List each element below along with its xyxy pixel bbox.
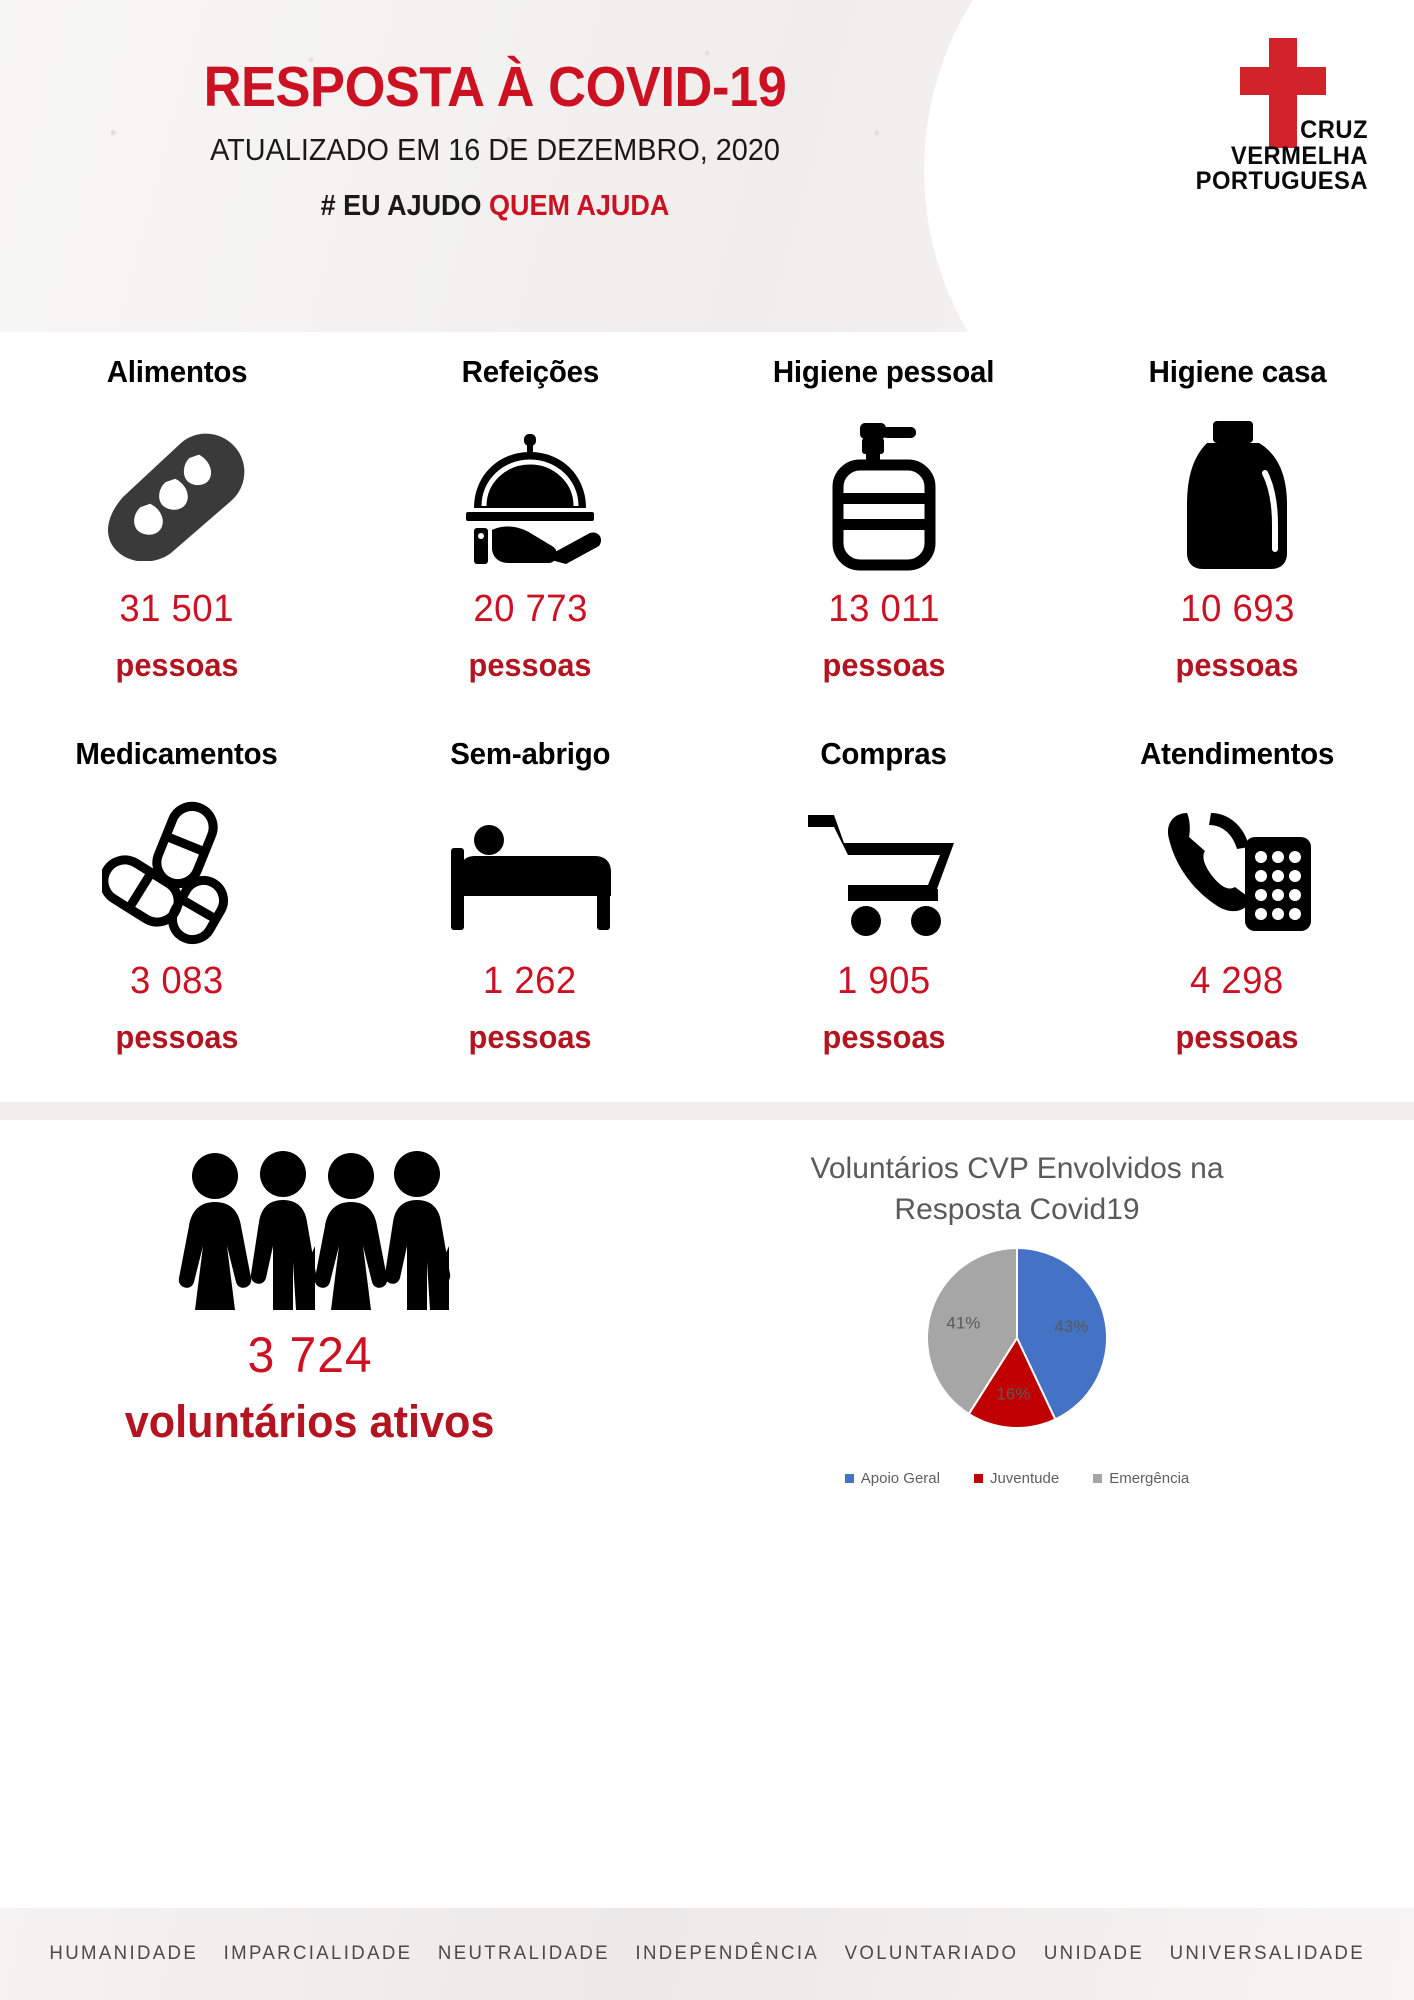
chart-title: Voluntários CVP Envolvidos na Resposta C… [737, 1148, 1297, 1231]
hashtag-accent: QUEM AJUDA [489, 189, 670, 222]
stat-value: 1 262 [483, 960, 578, 1002]
legend-swatch [844, 1473, 854, 1483]
footer-principle: INDEPENDÊNCIA [635, 1943, 819, 1964]
stat-unit: pessoas [468, 647, 592, 683]
page-title: RESPOSTA À COVID-19 [203, 55, 787, 119]
pie-chart: 43% 16% 41% [882, 1245, 1152, 1460]
stat-value: 10 693 [1180, 588, 1295, 630]
footer-principle: NEUTRALIDADE [437, 1943, 610, 1964]
stat-card-higiene-casa: Higiene casa 10 693 pessoas [1061, 354, 1414, 684]
footer: HUMANIDADE IMPARCIALIDADE NEUTRALIDADE INDE… [0, 1908, 1414, 2000]
statistics-section: Alimentos 31 501 pessoas [0, 332, 1414, 1066]
pie-slice [926, 1246, 1018, 1416]
stat-value: 13 011 [827, 588, 940, 630]
stat-label: Medicamentos [75, 736, 278, 771]
stat-unit: pessoas [468, 1019, 592, 1055]
stat-unit: pessoas [115, 1019, 239, 1055]
stat-card-higiene-pessoal: Higiene pessoal 13 011 [707, 354, 1061, 684]
footer-principle: HUMANIDADE [49, 1943, 198, 1964]
stat-label: Refeições [461, 354, 600, 389]
footer-principles: HUMANIDADE IMPARCIALIDADE NEUTRALIDADE INDE… [49, 1943, 1365, 1965]
update-date: ATUALIZADO EM 16 DE DEZEMBRO, 2020 [210, 131, 780, 167]
bed-icon [445, 792, 615, 952]
stat-card-alimentos: Alimentos 31 501 pessoas [0, 354, 354, 684]
stat-card-compras: Compras 1 905 pessoas [707, 736, 1061, 1056]
stat-label: Higiene casa [1148, 354, 1327, 389]
stat-unit: pessoas [1175, 647, 1299, 683]
stat-row-2: Medicamentos 3 083 pessoas [0, 736, 1414, 1056]
stat-unit: pessoas [115, 647, 239, 683]
logo-line-1: CRUZ [1300, 116, 1368, 144]
volunteers-value: 3 724 [247, 1327, 373, 1383]
legend-item-emergencia: Emergência [1093, 1470, 1189, 1487]
volunteers-summary: 3 724 voluntários ativos [0, 1120, 620, 1492]
legend-label: Apoio Geral [860, 1469, 940, 1487]
logo-wordmark: CRUZ VERMELHA PORTUGUESA [1140, 116, 1368, 195]
logo-line-2: VERMELHA [1230, 141, 1368, 170]
volunteers-chart: Voluntários CVP Envolvidos na Resposta C… [620, 1120, 1414, 1492]
stat-label: Atendimentos [1140, 736, 1335, 771]
pie-slice-label: 43% [1054, 1317, 1088, 1336]
stat-unit: pessoas [1175, 1019, 1299, 1055]
header: RESPOSTA À COVID-19 ATUALIZADO EM 16 DE … [0, 0, 1414, 332]
stat-label: Alimentos [106, 354, 248, 389]
cruz-vermelha-logo: CRUZ VERMELHA PORTUGUESA [1128, 38, 1368, 208]
legend-item-juventude: Juventude [973, 1469, 1060, 1487]
stat-value: 4 298 [1190, 960, 1285, 1002]
volunteers-section: 3 724 voluntários ativos Voluntários CVP… [0, 1102, 1414, 1492]
volunteers-label: voluntários ativos [125, 1396, 495, 1447]
red-cross-icon [1240, 38, 1326, 148]
footer-texture [0, 1908, 1414, 2000]
soap-dispenser-icon [824, 412, 944, 580]
stat-unit: pessoas [822, 647, 946, 683]
header-text-block: RESPOSTA À COVID-19 ATUALIZADO EM 16 DE … [0, 55, 990, 223]
footer-principle: UNIDADE [1043, 1943, 1144, 1964]
stat-row-1: Alimentos 31 501 pessoas [0, 354, 1414, 684]
pie-slice-label: 16% [996, 1384, 1030, 1403]
meal-tray-icon [448, 412, 613, 580]
legend-label: Emergência [1109, 1469, 1190, 1487]
stat-value: 1 905 [836, 960, 931, 1002]
stat-value: 20 773 [473, 588, 588, 630]
stat-value: 3 083 [129, 960, 224, 1002]
chart-legend: Apoio Geral Juventude Emergência [844, 1469, 1189, 1487]
detergent-bottle-icon [1177, 412, 1297, 580]
stat-label: Compras [820, 736, 948, 771]
chart-title-line-1: Voluntários CVP Envolvidos na [810, 1152, 1224, 1185]
hashtag-prefix: # EU AJUDO [320, 189, 482, 222]
telephone-icon [1157, 792, 1317, 952]
legend-item-apoio-geral: Apoio Geral [844, 1469, 940, 1487]
stat-unit: pessoas [822, 1019, 946, 1055]
pie-slice [967, 1335, 1057, 1429]
footer-principle: IMPARCIALIDADE [223, 1943, 413, 1964]
stat-card-sem-abrigo: Sem-abrigo 1 262 pessoas [354, 736, 708, 1056]
legend-swatch [973, 1473, 983, 1483]
group-of-people-icon [165, 1150, 455, 1320]
pills-icon [101, 792, 252, 952]
footer-principle: VOLUNTARIADO [844, 1943, 1019, 1964]
stat-label: Higiene pessoal [773, 354, 995, 389]
bread-icon [97, 412, 257, 580]
logo-line-3: PORTUGUESA [1195, 167, 1368, 195]
legend-swatch [1093, 1473, 1103, 1483]
stat-card-medicamentos: Medicamentos 3 083 pessoas [0, 736, 354, 1056]
chart-title-line-2: Resposta Covid19 [894, 1193, 1140, 1227]
campaign-hashtag: # EU AJUDO QUEM AJUDA [35, 190, 956, 223]
footer-principle: UNIVERSALIDADE [1169, 1943, 1365, 1964]
pie-slice [1016, 1246, 1108, 1421]
stat-value: 31 501 [119, 588, 234, 630]
stat-card-refeicoes: Refeições [354, 354, 708, 684]
stat-card-atendimentos: Atendimentos [1061, 736, 1414, 1056]
shopping-cart-icon [804, 792, 964, 952]
legend-label: Juventude [989, 1469, 1060, 1487]
stat-label: Sem-abrigo [450, 736, 611, 771]
pie-slice-label: 41% [946, 1313, 980, 1332]
